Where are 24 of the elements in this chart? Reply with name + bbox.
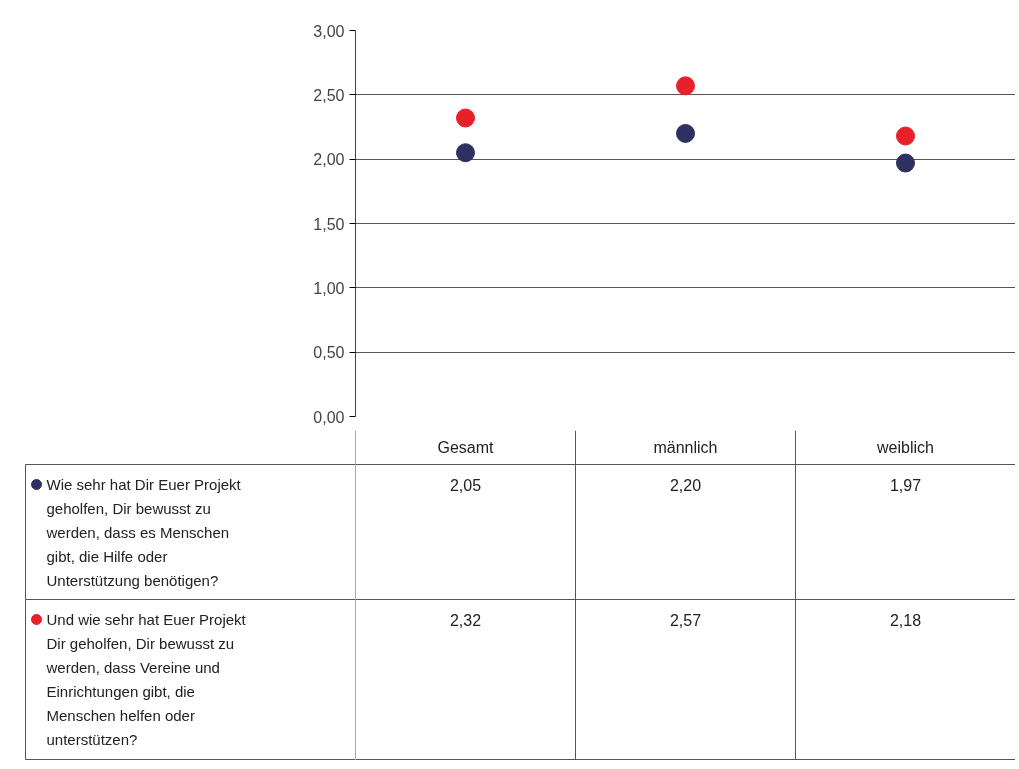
point <box>896 126 915 146</box>
legend-label: Und wie sehr hat Euer Projekt Dir geholfen, Dir bewusst zu werden, dass Vereine und Einrichtungen gibt, die Menschen helfen oder unterstützen? <box>45 611 247 748</box>
point <box>456 108 475 128</box>
y-tick-label: 3,00 <box>313 22 345 40</box>
y-tick-label: 2,00 <box>313 151 345 169</box>
data-label: 2,18 <box>889 611 922 629</box>
data-label: 2,57 <box>669 611 702 629</box>
data-label: 2,20 <box>669 476 702 494</box>
data-label: 1,97 <box>889 476 922 494</box>
y-tick-label: 0,50 <box>313 344 345 362</box>
x-tick-label: männlich <box>653 439 718 456</box>
point <box>456 143 475 163</box>
data-label: 2,32 <box>449 611 482 629</box>
point <box>896 153 915 173</box>
y-tick-label: 1,50 <box>313 215 345 233</box>
y-tick-label: 0,00 <box>313 408 345 426</box>
legend-label: Wie sehr hat Dir Euer Projekt geholfen, Dir bewusst zu werden, dass es Menschen gibt, die Hilfe oder Unterstützung benötigen? <box>45 476 242 589</box>
x-tick-label: Gesamt <box>437 439 495 456</box>
point <box>676 76 695 96</box>
y-tick-label: 2,50 <box>313 86 345 104</box>
point <box>676 123 695 143</box>
x-tick-label: weiblich <box>876 439 934 456</box>
y-tick-label: 1,00 <box>313 279 345 297</box>
data-label: 2,05 <box>449 476 482 494</box>
